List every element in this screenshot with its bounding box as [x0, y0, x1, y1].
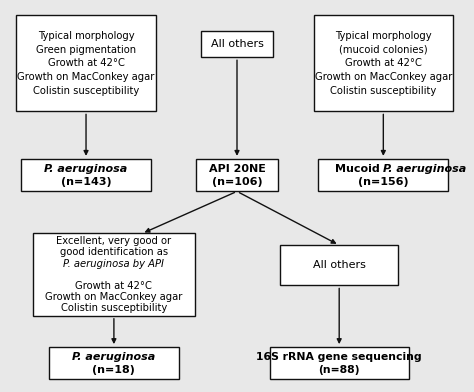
Text: P. aeruginosa: P. aeruginosa	[72, 352, 155, 362]
Text: (n=156): (n=156)	[358, 177, 409, 187]
FancyBboxPatch shape	[49, 347, 179, 379]
Text: (n=18): (n=18)	[92, 365, 136, 375]
Text: 16S rRNA gene sequencing: 16S rRNA gene sequencing	[256, 352, 422, 362]
Text: Growth at 42°C: Growth at 42°C	[75, 281, 152, 291]
Text: (n=143): (n=143)	[61, 177, 111, 187]
FancyBboxPatch shape	[201, 31, 273, 57]
Text: All others: All others	[313, 260, 365, 270]
Text: API 20NE: API 20NE	[209, 164, 265, 174]
Text: Excellent, very good or: Excellent, very good or	[56, 236, 172, 246]
FancyBboxPatch shape	[21, 158, 151, 191]
Text: P. aeruginosa: P. aeruginosa	[383, 164, 466, 174]
Text: Typical morphology
(mucoid colonies)
Growth at 42°C
Growth on MacConkey agar
Col: Typical morphology (mucoid colonies) Gro…	[315, 31, 452, 96]
Text: P. aeruginosa by API: P. aeruginosa by API	[64, 259, 164, 269]
Text: All others: All others	[210, 39, 264, 49]
FancyBboxPatch shape	[280, 245, 399, 285]
FancyBboxPatch shape	[318, 158, 448, 191]
FancyBboxPatch shape	[314, 15, 453, 111]
Text: P. aeruginosa: P. aeruginosa	[45, 164, 128, 174]
FancyBboxPatch shape	[16, 15, 155, 111]
FancyBboxPatch shape	[270, 347, 409, 379]
Text: Typical morphology
Green pigmentation
Growth at 42°C
Growth on MacConkey agar
Co: Typical morphology Green pigmentation Gr…	[18, 31, 155, 96]
Text: good identification as: good identification as	[60, 247, 168, 258]
Text: Growth on MacConkey agar: Growth on MacConkey agar	[45, 292, 182, 302]
Text: Mucoid: Mucoid	[335, 164, 383, 174]
Text: Colistin susceptibility: Colistin susceptibility	[61, 303, 167, 313]
Text: (n=88): (n=88)	[319, 365, 360, 375]
FancyBboxPatch shape	[196, 158, 278, 191]
FancyBboxPatch shape	[33, 234, 195, 316]
Text: (n=106): (n=106)	[212, 177, 262, 187]
